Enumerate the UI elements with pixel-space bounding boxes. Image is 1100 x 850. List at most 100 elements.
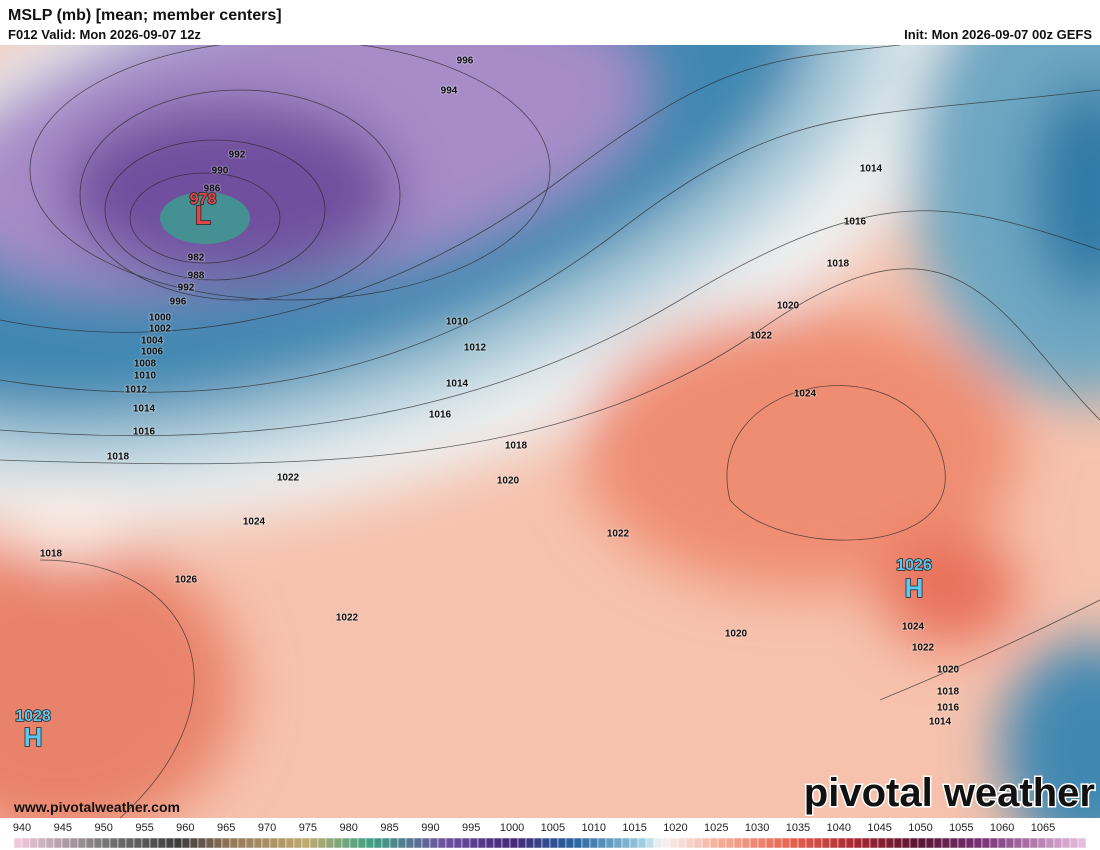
colorbar-swatch <box>45 837 55 849</box>
valid-time: F012 Valid: Mon 2026-09-07 12z <box>8 27 201 42</box>
colorbar-swatch <box>773 837 783 849</box>
colorbar-swatch <box>821 837 831 849</box>
colorbar-swatch <box>517 837 527 849</box>
contour-label: 996 <box>170 297 187 308</box>
colorbar-swatch <box>1077 837 1087 849</box>
contour-label: 1018 <box>505 441 528 452</box>
colorbar-swatch <box>1037 837 1047 849</box>
colorbar-swatch <box>749 837 759 849</box>
title: MSLP (mb) [mean; member centers] <box>8 7 282 24</box>
contour-label: 1014 <box>860 164 883 175</box>
contour-label: 1000 <box>149 313 172 324</box>
colorbar-swatch <box>461 837 471 849</box>
colorbar-swatch <box>733 837 743 849</box>
colorbar-swatch <box>1013 837 1023 849</box>
colorbar-swatch <box>501 837 511 849</box>
contour-label: 1016 <box>133 427 156 438</box>
colorbar-swatch <box>253 837 263 849</box>
colorbar-tick-label: 985 <box>380 822 398 834</box>
colorbar-swatch <box>589 837 599 849</box>
colorbar-swatch <box>893 837 903 849</box>
colorbar-swatch <box>725 837 735 849</box>
colorbar-tick-label: 1005 <box>541 822 565 834</box>
contour-label: 1022 <box>912 643 935 654</box>
colorbar-swatch <box>269 837 279 849</box>
colorbar-swatch <box>357 837 367 849</box>
colorbar-swatch <box>141 837 151 849</box>
colorbar-swatch <box>477 837 487 849</box>
colorbar-swatch <box>237 837 247 849</box>
colorbar-swatch <box>581 837 591 849</box>
colorbar-swatch <box>1061 837 1071 849</box>
center-value: 1026 <box>896 557 932 574</box>
colorbar-swatch <box>605 837 615 849</box>
colorbar-swatch <box>837 837 847 849</box>
colorbar-swatch <box>661 837 671 849</box>
colorbar-swatch <box>21 837 31 849</box>
colorbar-swatch <box>805 837 815 849</box>
colorbar-swatch <box>485 837 495 849</box>
colorbar-swatch <box>397 837 407 849</box>
colorbar: 940 945 950 955 960 965 970 975 980 985 990 995 1000… <box>0 818 1100 850</box>
colorbar-swatch <box>301 837 311 849</box>
colorbar-swatch <box>797 837 807 849</box>
contour-label: 1016 <box>937 703 960 714</box>
contour-label: 1024 <box>243 517 266 528</box>
colorbar-swatch <box>869 837 879 849</box>
colorbar-swatch <box>109 837 119 849</box>
colorbar-swatch <box>53 837 63 849</box>
colorbar-swatch <box>205 837 215 849</box>
colorbar-swatch <box>621 837 631 849</box>
colorbar-tick-label: 1050 <box>908 822 932 834</box>
contour-label: 1018 <box>40 549 63 560</box>
colorbar-swatch <box>333 837 343 849</box>
colorbar-swatch <box>1045 837 1055 849</box>
contour-label: 1010 <box>446 317 469 328</box>
colorbar-swatch <box>133 837 143 849</box>
colorbar-tick-label: 1000 <box>500 822 524 834</box>
colorbar-swatch <box>85 837 95 849</box>
contour-label: 994 <box>441 86 458 97</box>
colorbar-swatch <box>1069 837 1079 849</box>
colorbar-tick-label: 950 <box>95 822 113 834</box>
colorbar-swatch <box>149 837 159 849</box>
colorbar-swatch <box>637 837 647 849</box>
colorbar-swatch <box>981 837 991 849</box>
colorbar-swatch <box>965 837 975 849</box>
colorbar-swatch <box>685 837 695 849</box>
colorbar-swatch <box>445 837 455 849</box>
header-bg <box>0 0 1100 45</box>
colorbar-swatch <box>973 837 983 849</box>
contour-label: 1018 <box>937 687 960 698</box>
contour-label: 988 <box>188 271 205 282</box>
colorbar-tick-label: 960 <box>176 822 194 834</box>
colorbar-swatch <box>245 837 255 849</box>
colorbar-swatch <box>645 837 655 849</box>
contour-label: 1002 <box>149 324 172 335</box>
contour-label: 1018 <box>107 452 130 463</box>
contour-label: 1004 <box>141 336 164 347</box>
contour-label: 1020 <box>777 301 800 312</box>
site-url: www.pivotalweather.com <box>13 799 180 815</box>
colorbar-swatch <box>349 837 359 849</box>
colorbar-swatch <box>37 837 47 849</box>
contour-label: 982 <box>188 253 205 264</box>
contour-label: 1020 <box>497 476 520 487</box>
colorbar-swatch <box>285 837 295 849</box>
colorbar-swatch <box>845 837 855 849</box>
colorbar-swatch <box>469 837 479 849</box>
colorbar-swatch <box>549 837 559 849</box>
contour-label: 1024 <box>902 622 925 633</box>
colorbar-swatch <box>373 837 383 849</box>
colorbar-swatch <box>181 837 191 849</box>
colorbar-swatch <box>789 837 799 849</box>
colorbar-tick-label: 945 <box>54 822 72 834</box>
colorbar-swatch <box>421 837 431 849</box>
contour-label: 986 <box>204 184 221 195</box>
init-time: Init: Mon 2026-09-07 00z GEFS <box>904 27 1092 42</box>
colorbar-swatch <box>533 837 543 849</box>
colorbar-swatch <box>741 837 751 849</box>
colorbar-swatch <box>1029 837 1039 849</box>
